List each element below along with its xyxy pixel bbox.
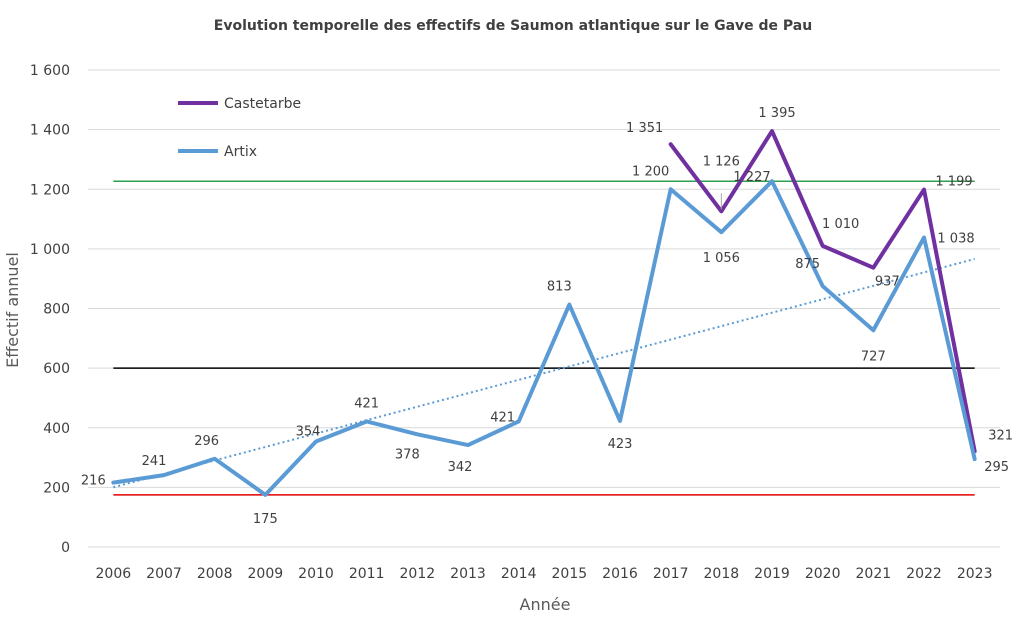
data-label-castetarbe-2021: 937 xyxy=(875,275,900,290)
chart-title: Evolution temporelle des effectifs de Sa… xyxy=(214,18,812,34)
x-tick-label-2014: 2014 xyxy=(501,566,537,582)
y-tick-label-400: 400 xyxy=(43,421,70,437)
y-tick-label-800: 800 xyxy=(43,302,70,318)
data-label-artix-2022: 1 038 xyxy=(937,232,974,247)
x-tick-label-2017: 2017 xyxy=(653,566,689,582)
x-tick-label-2018: 2018 xyxy=(704,566,740,582)
data-label-artix-2012: 378 xyxy=(395,447,420,462)
data-label-artix-2008: 296 xyxy=(194,434,219,449)
data-label-artix-2013: 342 xyxy=(448,460,473,475)
data-label-castetarbe-2017: 1 351 xyxy=(626,121,663,136)
x-tick-label-2011: 2011 xyxy=(349,566,385,582)
legend: Castetarbe Artix xyxy=(178,96,301,160)
y-tick-label-200: 200 xyxy=(43,480,70,496)
reference-lines xyxy=(113,180,975,496)
series-lines xyxy=(111,129,977,497)
x-tick-label-2016: 2016 xyxy=(602,566,638,582)
x-tick-label-2020: 2020 xyxy=(805,566,841,582)
data-label-artix-2017: 1 200 xyxy=(632,164,669,179)
data-label-castetarbe-2023: 321 xyxy=(988,428,1013,443)
data-label-castetarbe-2019: 1 395 xyxy=(758,106,795,121)
data-label-castetarbe-2018: 1 126 xyxy=(703,154,740,169)
x-tick-label-2006: 2006 xyxy=(96,566,132,582)
gridlines xyxy=(88,69,1000,548)
x-tick-label-2019: 2019 xyxy=(754,566,790,582)
y-axis-label: Effectif annuel xyxy=(3,252,22,368)
x-tick-label-2009: 2009 xyxy=(248,566,284,582)
y-tick-label-1200: 1 200 xyxy=(30,182,70,198)
y-tick-label-600: 600 xyxy=(43,361,70,377)
x-tick-label-2007: 2007 xyxy=(146,566,182,582)
data-label-artix-2007: 241 xyxy=(142,454,167,469)
x-tick-label-2015: 2015 xyxy=(552,566,588,582)
x-tick-label-2008: 2008 xyxy=(197,566,233,582)
y-tick-label-0: 0 xyxy=(61,540,70,556)
data-label-artix-2019: 1 227 xyxy=(733,170,770,185)
data-label-artix-2014: 421 xyxy=(490,410,515,425)
data-label-artix-2011: 421 xyxy=(354,396,379,411)
x-tick-label-2021: 2021 xyxy=(856,566,892,582)
x-axis-label: Année xyxy=(520,595,571,614)
data-label-artix-2015: 813 xyxy=(547,280,572,295)
y-tick-label-1600: 1 600 xyxy=(30,63,70,79)
data-label-castetarbe-2022: 1 199 xyxy=(935,175,972,190)
x-tick-label-2012: 2012 xyxy=(400,566,436,582)
data-label-artix-2006: 216 xyxy=(81,474,106,489)
data-label-artix-2018: 1 056 xyxy=(703,251,740,266)
data-label-artix-2023: 295 xyxy=(984,460,1009,475)
trendline-group xyxy=(113,258,975,489)
series-line-artix xyxy=(111,179,977,497)
data-label-artix-2020: 875 xyxy=(795,257,820,272)
x-tick-label-2010: 2010 xyxy=(298,566,334,582)
data-label-artix-2009: 175 xyxy=(253,512,278,527)
legend-label-castetarbe: Castetarbe xyxy=(224,96,301,112)
data-label-artix-2021: 727 xyxy=(861,349,886,364)
x-axis-ticks: 2006 2007 2008 2009 2010 2011 2012 2013 2014 2015… xyxy=(96,566,993,582)
data-label-artix-2010: 354 xyxy=(296,424,321,439)
x-tick-label-2013: 2013 xyxy=(450,566,486,582)
data-labels: 1 351 1 126 1 395 1 010 937 1 199 321 216 241 296… xyxy=(81,106,1013,527)
y-tick-label-1000: 1 000 xyxy=(30,242,70,258)
data-label-castetarbe-2020: 1 010 xyxy=(822,217,859,232)
y-axis-ticks: 0 200 400 600 800 1 000 1 200 1 400 1 600 xyxy=(30,63,70,556)
y-tick-label-1400: 1 400 xyxy=(30,123,70,139)
x-tick-label-2022: 2022 xyxy=(906,566,942,582)
x-tick-label-2023: 2023 xyxy=(957,566,993,582)
trendline-artix xyxy=(113,258,975,489)
series-line-castetarbe xyxy=(668,129,977,454)
data-label-artix-2016: 423 xyxy=(608,437,633,452)
legend-label-artix: Artix xyxy=(224,144,257,160)
